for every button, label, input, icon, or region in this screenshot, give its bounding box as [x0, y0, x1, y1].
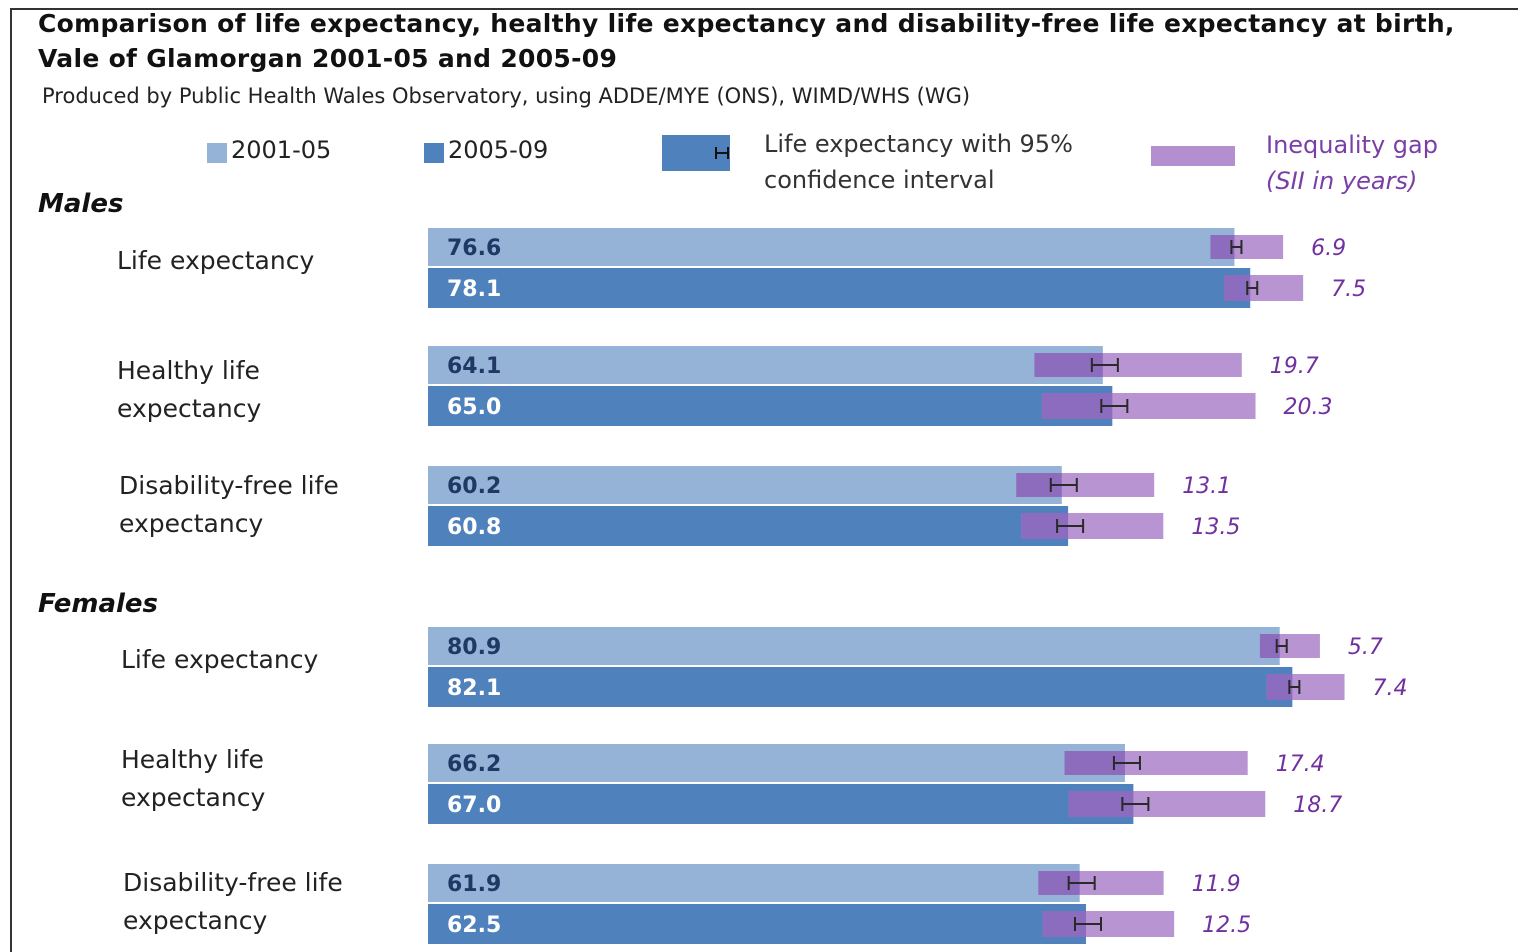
gap-label-2005-09-3: 7.4 — [1373, 676, 1408, 701]
chart-subtitle: Produced by Public Health Wales Observat… — [42, 84, 971, 108]
legend-swatch-ci — [662, 135, 730, 171]
bar-2005-09-2 — [428, 506, 1069, 546]
value-label-2001-05-2: 60.2 — [447, 474, 501, 499]
value-label-2005-09-0: 78.1 — [447, 277, 501, 302]
bar-2001-05-4 — [428, 744, 1125, 782]
gap-overlap-2005-09-3 — [1266, 674, 1293, 700]
legend-swatch-2001-05 — [207, 143, 227, 163]
legend-swatch-2005-09 — [424, 143, 444, 163]
bar-2005-09-5 — [428, 904, 1086, 944]
ci-whisker-icon — [715, 147, 729, 159]
bar-2005-09-3 — [428, 667, 1293, 707]
gap-label-2001-05-5: 11.9 — [1192, 872, 1241, 897]
legend-gap-subtitle: (SII in years) — [1266, 167, 1418, 195]
row-label-females-dfle: Disability-free life expectancy — [123, 868, 343, 935]
bar-2001-05-1 — [428, 346, 1103, 384]
value-label-2005-09-2: 60.8 — [447, 515, 501, 540]
gap-overlap-2001-05-3 — [1259, 634, 1280, 658]
gap-overlap-2005-09-0 — [1224, 275, 1251, 301]
row-label-males-hle: Healthy life expectancy — [117, 356, 262, 423]
value-label-2001-05-4: 66.2 — [447, 752, 501, 777]
gap-label-2001-05-4: 17.4 — [1276, 752, 1325, 777]
value-label-2001-05-1: 64.1 — [447, 354, 501, 379]
section-title-males: Males — [38, 189, 124, 219]
row-label-males-le: Life expectancy — [117, 246, 315, 275]
gap-overlap-2001-05-0 — [1210, 235, 1235, 259]
legend-swatch-gap — [1151, 146, 1235, 166]
value-label-2001-05-5: 61.9 — [447, 872, 501, 897]
value-label-2005-09-1: 65.0 — [447, 395, 501, 420]
chart-title: Comparison of life expectancy, healthy l… — [38, 9, 1455, 73]
bar-2005-09-4 — [428, 784, 1134, 824]
value-label-2005-09-3: 82.1 — [447, 676, 501, 701]
gap-label-2005-09-2: 13.5 — [1191, 515, 1240, 540]
row-label-males-dfle: Disability-free life expectancy — [119, 471, 339, 538]
gap-label-2001-05-1: 19.7 — [1270, 354, 1319, 379]
gap-label-2005-09-4: 18.7 — [1293, 793, 1342, 818]
value-label-2005-09-5: 62.5 — [447, 913, 501, 938]
frame-left-border — [10, 8, 12, 952]
value-label-2001-05-3: 80.9 — [447, 635, 501, 660]
bar-2005-09-1 — [428, 386, 1113, 426]
bar-2001-05-5 — [428, 864, 1080, 902]
gap-label-2005-09-0: 7.5 — [1331, 277, 1366, 302]
bar-2001-05-2 — [428, 466, 1062, 504]
frame-top-border — [10, 8, 1518, 10]
value-label-2001-05-0: 76.6 — [447, 236, 501, 261]
section-title-females: Females — [38, 589, 159, 619]
bar-2001-05-3 — [428, 627, 1280, 665]
row-label-females-le: Life expectancy — [121, 645, 319, 674]
row-label-females-hle: Healthy life expectancy — [121, 745, 266, 812]
legend-gap-title: Inequality gap — [1266, 131, 1438, 159]
legend-label-2005-09: 2005-09 — [448, 136, 549, 164]
gap-label-2001-05-3: 5.7 — [1348, 635, 1383, 660]
gap-label-2001-05-0: 6.9 — [1311, 236, 1346, 261]
gap-label-2005-09-5: 12.5 — [1202, 913, 1251, 938]
legend-label-2001-05: 2001-05 — [231, 136, 332, 164]
gap-label-2001-05-2: 13.1 — [1182, 474, 1231, 499]
legend-label-ci: Life expectancy with 95% confidence inte… — [764, 130, 1073, 194]
value-label-2005-09-4: 67.0 — [447, 793, 501, 818]
gap-label-2005-09-1: 20.3 — [1284, 395, 1333, 420]
bar-2005-09-0 — [428, 268, 1251, 308]
bar-2001-05-0 — [428, 228, 1235, 266]
legend-label-gap: Inequality gap (SII in years) — [1266, 127, 1506, 199]
